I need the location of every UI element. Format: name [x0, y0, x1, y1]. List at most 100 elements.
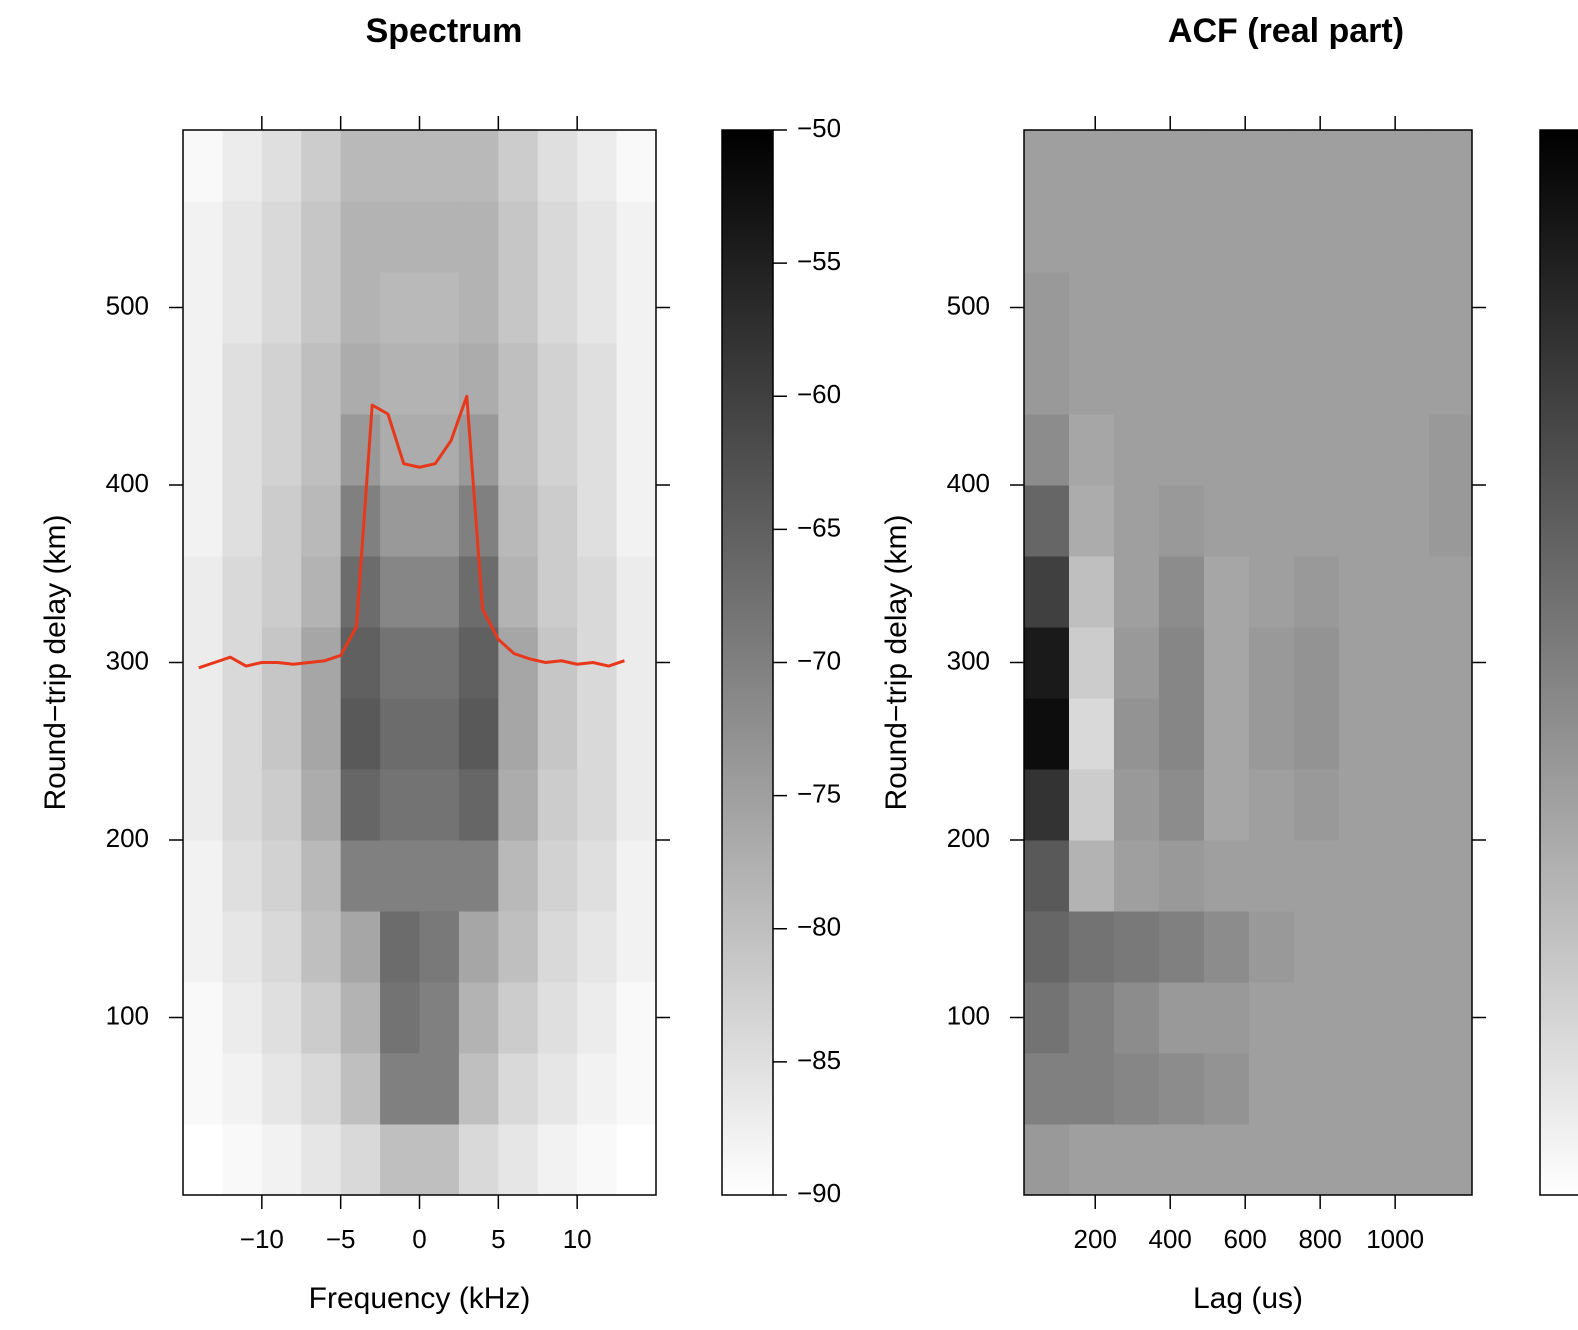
- heatmap-cell: [261, 130, 302, 202]
- heatmap-cell: [1338, 982, 1385, 1054]
- heatmap-cell: [1158, 343, 1205, 415]
- heatmap-cell: [498, 414, 539, 486]
- heatmap-cell: [1068, 627, 1115, 699]
- heatmap-cell: [1383, 982, 1430, 1054]
- heatmap-cell: [1248, 414, 1295, 486]
- heatmap-cell: [183, 414, 223, 486]
- heatmap-cell: [419, 1053, 460, 1125]
- heatmap-cell: [616, 130, 657, 202]
- heatmap-cell: [1428, 201, 1473, 273]
- heatmap-cell: [222, 485, 263, 557]
- heatmap-cell: [1158, 556, 1205, 628]
- heatmap-cell: [1248, 698, 1295, 770]
- heatmap-cell: [380, 911, 420, 983]
- heatmap-cell: [498, 769, 539, 841]
- heatmap-cell: [183, 698, 223, 770]
- heatmap-cell: [419, 414, 460, 486]
- heatmap-cell: [1203, 769, 1250, 841]
- heatmap-cell: [616, 272, 657, 344]
- heatmap-cell: [183, 485, 223, 557]
- heatmap-cell: [1024, 414, 1070, 486]
- y-tick-label: 500: [947, 290, 990, 320]
- heatmap-cell: [222, 556, 263, 628]
- heatmap-cell: [419, 485, 460, 557]
- heatmap-cell: [380, 982, 420, 1054]
- y-tick-label: 100: [106, 1000, 149, 1030]
- heatmap-cell: [1158, 1124, 1205, 1196]
- heatmap-cell: [577, 769, 618, 841]
- heatmap-cell: [301, 698, 342, 770]
- heatmap-cell: [183, 556, 223, 628]
- heatmap-cell: [1428, 840, 1473, 912]
- heatmap-cell: [1428, 485, 1473, 557]
- heatmap-cell: [577, 343, 618, 415]
- heatmap-cell: [261, 1053, 302, 1125]
- heatmap-cell: [1338, 414, 1385, 486]
- heatmap-cell: [301, 556, 342, 628]
- heatmap-cell: [1113, 343, 1160, 415]
- heatmap-cell: [380, 1053, 420, 1125]
- heatmap-cell: [458, 840, 499, 912]
- heatmap-cell: [183, 840, 223, 912]
- heatmap-cell: [616, 201, 657, 273]
- heatmap-cell: [419, 1124, 460, 1196]
- heatmap-cell: [1158, 130, 1205, 202]
- heatmap-cell: [458, 201, 499, 273]
- heatmap-cell: [498, 485, 539, 557]
- heatmap-cell: [577, 1053, 618, 1125]
- heatmap-cell: [577, 911, 618, 983]
- y-tick-label: 400: [947, 468, 990, 498]
- heatmap-cell: [1338, 201, 1385, 273]
- heatmap-cell: [380, 1124, 420, 1196]
- heatmap-cell: [340, 1053, 381, 1125]
- heatmap-cell: [222, 414, 263, 486]
- heatmap-cell: [577, 840, 618, 912]
- x-tick-label: 10: [563, 1224, 592, 1254]
- heatmap-cell: [616, 343, 657, 415]
- heatmap-cell: [1158, 414, 1205, 486]
- colorbar-tick-label: −90: [797, 1178, 841, 1208]
- heatmap-cell: [1024, 1124, 1070, 1196]
- heatmap-cell: [1024, 627, 1070, 699]
- heatmap-cell: [1024, 343, 1070, 415]
- heatmap-cell: [1428, 130, 1473, 202]
- heatmap-cell: [458, 627, 499, 699]
- heatmap-cell: [301, 769, 342, 841]
- heatmap-cell: [1068, 698, 1115, 770]
- heatmap-cell: [616, 982, 657, 1054]
- colorbar-tick-label: −60: [797, 379, 841, 409]
- heatmap-cell: [1203, 201, 1250, 273]
- heatmap-cell: [498, 343, 539, 415]
- heatmap-cell: [1113, 911, 1160, 983]
- heatmap-cell: [616, 414, 657, 486]
- x-tick-label: −5: [326, 1224, 356, 1254]
- heatmap-cell: [1293, 1124, 1340, 1196]
- heatmap-cell: [183, 1124, 223, 1196]
- heatmap-cell: [1428, 343, 1473, 415]
- heatmap-cell: [577, 130, 618, 202]
- heatmap-cell: [261, 343, 302, 415]
- heatmap-cell: [616, 556, 657, 628]
- heatmap-cell: [1248, 1053, 1295, 1125]
- heatmap-cell: [1203, 130, 1250, 202]
- heatmap-cell: [1293, 343, 1340, 415]
- heatmap-cell: [183, 769, 223, 841]
- heatmap-cell: [222, 201, 263, 273]
- heatmap-cell: [419, 698, 460, 770]
- heatmap-cell: [340, 130, 381, 202]
- heatmap-cell: [1113, 414, 1160, 486]
- heatmap-cell: [1203, 982, 1250, 1054]
- heatmap-cell: [1248, 556, 1295, 628]
- heatmap-cell: [261, 769, 302, 841]
- heatmap-cell: [301, 414, 342, 486]
- heatmap-cell: [1203, 485, 1250, 557]
- heatmap-cell: [458, 911, 499, 983]
- heatmap-cell: [1293, 414, 1340, 486]
- heatmap-cell: [1068, 840, 1115, 912]
- heatmap-cell: [1428, 982, 1473, 1054]
- heatmap-cell: [261, 982, 302, 1054]
- heatmap-cell: [222, 840, 263, 912]
- heatmap-cell: [1248, 911, 1295, 983]
- heatmap-cell: [419, 911, 460, 983]
